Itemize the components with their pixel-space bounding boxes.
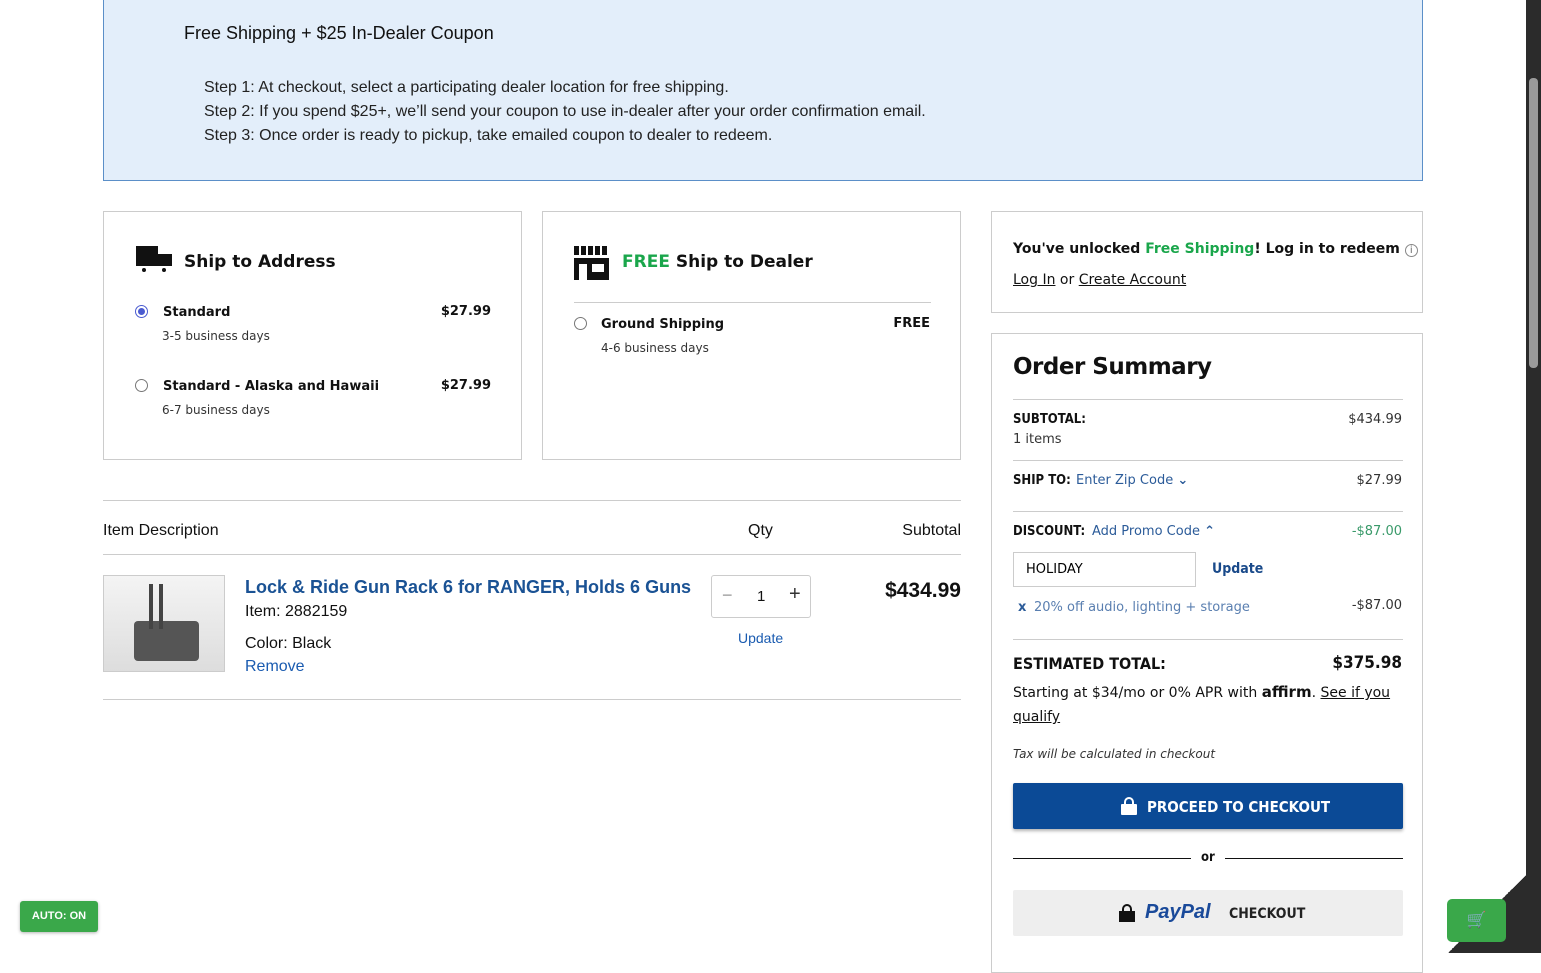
item-subtotal: $434.99	[885, 579, 961, 602]
minus-icon[interactable]: −	[722, 585, 733, 605]
total-value: $375.98	[1332, 653, 1402, 673]
free-label: FREE	[622, 252, 670, 272]
remove-link[interactable]: Remove	[245, 658, 305, 675]
item-color: Color: Black	[245, 635, 332, 652]
option-name: Standard - Alaska and Hawaii	[163, 379, 380, 394]
product-image[interactable]	[103, 575, 225, 672]
order-summary-panel: Order Summary SUBTOTAL: $434.99 1 items …	[991, 333, 1423, 973]
dealer-store-icon	[574, 246, 609, 280]
banner-step: Step 3: Once order is ready to pickup, t…	[204, 127, 773, 144]
header-subtotal: Subtotal	[902, 522, 961, 539]
chevron-down-icon: ⌄	[1177, 473, 1189, 488]
free-shipping-message: You've unlocked Free Shipping! Log in to…	[1013, 241, 1418, 257]
ship-to-label: SHIP TO:	[1013, 473, 1071, 488]
or-divider: or	[1201, 850, 1215, 865]
remove-promo-icon[interactable]: x	[1018, 600, 1027, 615]
info-icon[interactable]: i	[1404, 244, 1418, 257]
product-name-link[interactable]: Lock & Ride Gun Rack 6 for RANGER, Holds…	[245, 577, 692, 597]
checkout-label: PROCEED TO CHECKOUT	[1147, 798, 1331, 816]
option-days: 6-7 business days	[162, 403, 270, 417]
panel-title: FREE Ship to Dealer	[622, 252, 813, 272]
affirm-qualify-link[interactable]: qualify	[1013, 709, 1061, 725]
discount-label: DISCOUNT:	[1013, 524, 1086, 539]
discount-value: -$87.00	[1351, 524, 1402, 539]
scrollbar-thumb[interactable]	[1529, 78, 1538, 368]
radio-standard[interactable]	[135, 305, 148, 318]
promo-update-button[interactable]: Update	[1212, 561, 1264, 577]
paypal-checkout-button[interactable]: PayPal CHECKOUT	[1013, 890, 1403, 936]
radio-alaska-hawaii[interactable]	[135, 379, 148, 392]
item-number: Item: 2882159	[245, 603, 348, 620]
quantity-value[interactable]: 1	[757, 588, 766, 605]
auto-toggle-button[interactable]: AUTO: ON	[20, 901, 98, 932]
lock-icon	[1121, 797, 1137, 815]
applied-promo-amount: -$87.00	[1351, 598, 1402, 613]
login-link[interactable]: Log In	[1013, 272, 1056, 288]
login-panel: You've unlocked Free Shipping! Log in to…	[991, 211, 1423, 313]
title-text: Ship to Dealer	[675, 252, 813, 272]
applied-promo: 20% off audio, lighting + storage	[1034, 600, 1250, 615]
tax-note: Tax will be calculated in checkout	[1013, 747, 1216, 761]
promo-code-input[interactable]	[1013, 552, 1196, 587]
banner-step: Step 2: If you spend $25+, we’ll send yo…	[204, 103, 926, 120]
update-qty-link[interactable]: Update	[738, 630, 784, 646]
option-name: Standard	[163, 305, 231, 320]
affirm-logo: affirm	[1261, 683, 1312, 701]
ship-to-address-panel[interactable]: Ship to Address Standard $27.99 3-5 busi…	[103, 211, 522, 460]
order-summary-title: Order Summary	[1013, 354, 1212, 380]
affirm-message: Starting at $34/mo or 0% APR with affirm…	[1013, 683, 1391, 725]
cart-icon[interactable]: 🛒	[1447, 899, 1506, 942]
item-count: 1 items	[1013, 432, 1062, 447]
header-description: Item Description	[103, 522, 219, 539]
ship-to-dealer-panel[interactable]: FREE Ship to Dealer Ground Shipping FREE…	[542, 211, 961, 460]
promo-banner: Free Shipping + $25 In-Dealer Coupon Ste…	[103, 0, 1423, 181]
option-days: 3-5 business days	[162, 329, 270, 343]
zip-code-dropdown[interactable]: Enter Zip Code ⌄	[1076, 473, 1189, 488]
chevron-up-icon: ⌃	[1204, 524, 1216, 539]
promo-code-toggle[interactable]: Add Promo Code ⌃	[1092, 524, 1216, 539]
proceed-to-checkout-button[interactable]: PROCEED TO CHECKOUT	[1013, 783, 1403, 829]
radio-ground-shipping[interactable]	[574, 317, 587, 330]
paypal-checkout-label: CHECKOUT	[1229, 906, 1306, 922]
option-days: 4-6 business days	[601, 341, 709, 355]
scrollbar[interactable]	[1526, 0, 1541, 953]
panel-title: Ship to Address	[184, 252, 336, 272]
option-price: $27.99	[440, 378, 491, 393]
plus-icon[interactable]: +	[789, 583, 801, 605]
header-qty: Qty	[748, 522, 773, 539]
banner-step: Step 1: At checkout, select a participat…	[204, 79, 729, 96]
option-name: Ground Shipping	[601, 317, 725, 332]
affirm-qualify-link[interactable]: See if you	[1320, 685, 1391, 701]
login-links: Log In or Create Account	[1013, 272, 1187, 288]
subtotal-value: $434.99	[1348, 412, 1402, 427]
quantity-stepper[interactable]: − 1 +	[711, 575, 811, 618]
banner-title: Free Shipping + $25 In-Dealer Coupon	[184, 23, 494, 43]
subtotal-label: SUBTOTAL:	[1013, 412, 1086, 427]
option-price: $27.99	[440, 304, 491, 319]
option-price: FREE	[893, 316, 930, 331]
create-account-link[interactable]: Create Account	[1078, 272, 1187, 288]
ship-value: $27.99	[1356, 473, 1403, 488]
total-label: ESTIMATED TOTAL:	[1013, 654, 1166, 673]
lock-icon	[1119, 904, 1135, 922]
truck-icon	[136, 246, 174, 276]
paypal-logo: PayPal	[1145, 901, 1211, 923]
